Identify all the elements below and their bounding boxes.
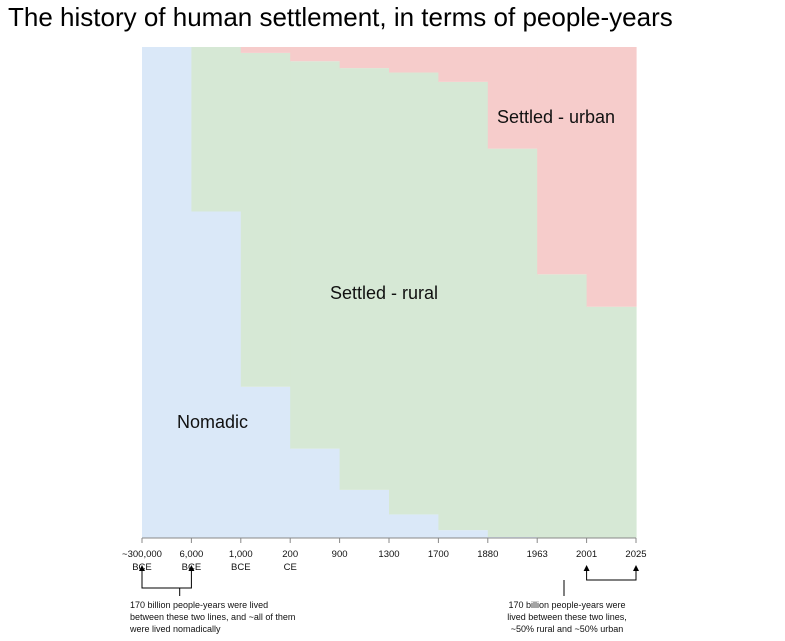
x-tick-label: 900 xyxy=(332,549,348,560)
x-tick-label-suffix: BCE xyxy=(231,562,251,573)
annotation-arrowhead xyxy=(188,565,195,571)
area-segment-settled-urban-5 xyxy=(389,47,439,73)
annotation-text-right: 170 billion people-years were xyxy=(508,600,625,610)
x-tick-label: ~300,000 xyxy=(122,549,162,560)
area-segment-nomadic-5 xyxy=(389,514,439,538)
area-segment-settled-urban-4 xyxy=(339,47,390,69)
x-tick-label: 1,000 xyxy=(229,549,253,560)
x-axis: ~300,000BCE6,000BCE1,000BCE200CE90013001… xyxy=(122,537,647,573)
series-label-settled-urban: Settled - urban xyxy=(497,107,615,127)
annotation-text-left: between these two lines, and ~all of the… xyxy=(130,612,295,622)
x-tick-label: 1300 xyxy=(378,549,399,560)
annotation-text-right: lived between these two lines, xyxy=(507,612,627,622)
area-segment-settled-rural-6 xyxy=(438,81,489,531)
area-segment-settled-urban-6 xyxy=(438,47,489,82)
area-segment-settled-urban-9 xyxy=(586,47,637,307)
series-label-settled-rural: Settled - rural xyxy=(330,283,438,303)
area-segment-nomadic-4 xyxy=(339,489,390,538)
annotation-bracket-right xyxy=(586,567,637,581)
area-segment-settled-urban-8 xyxy=(537,47,588,275)
x-tick-label: 200 xyxy=(282,549,298,560)
area-segment-nomadic-2 xyxy=(240,386,291,538)
x-tick-label: 1963 xyxy=(527,549,548,560)
annotation-bracket-left xyxy=(141,567,192,589)
area-segment-settled-rural-4 xyxy=(339,68,390,490)
x-tick-label: 1880 xyxy=(477,549,498,560)
annotation-text-left: 170 billion people-years were lived xyxy=(130,600,268,610)
annotation-arrowhead xyxy=(633,565,639,571)
annotation-text-right: ~50% rural and ~50% urban xyxy=(511,624,624,634)
x-tick-label: 1700 xyxy=(428,549,449,560)
x-tick-label: 2001 xyxy=(576,549,597,560)
x-tick-label: 6,000 xyxy=(180,549,204,560)
area-segment-settled-rural-7 xyxy=(487,148,538,538)
area-segment-nomadic-1 xyxy=(191,211,242,539)
area-segment-settled-rural-8 xyxy=(537,274,588,538)
x-tick-label-suffix: CE xyxy=(284,562,297,573)
x-tick-label: 2025 xyxy=(625,549,646,560)
annotation-text-left: were lived nomadically xyxy=(129,624,221,634)
area-segment-nomadic-6 xyxy=(438,530,489,538)
area-segment-settled-rural-2 xyxy=(240,52,291,387)
area-segment-settled-urban-3 xyxy=(290,47,341,62)
plot-area xyxy=(142,47,637,539)
area-segment-nomadic-0 xyxy=(142,47,192,538)
area-segment-settled-rural-1 xyxy=(191,47,242,212)
area-segment-settled-urban-2 xyxy=(240,47,291,53)
series-label-nomadic: Nomadic xyxy=(177,412,248,432)
area-segment-settled-rural-3 xyxy=(290,61,341,449)
area-segment-settled-urban-7 xyxy=(487,47,538,149)
annotations: 170 billion people-years were lived betwe… xyxy=(129,565,639,634)
area-segment-settled-rural-5 xyxy=(389,72,439,515)
area-segment-nomadic-3 xyxy=(290,448,341,538)
area-segment-settled-rural-9 xyxy=(586,306,637,538)
chart-title: The history of human settlement, in term… xyxy=(8,2,673,32)
annotation-arrowhead xyxy=(583,565,590,571)
annotation-arrowhead xyxy=(139,565,145,571)
